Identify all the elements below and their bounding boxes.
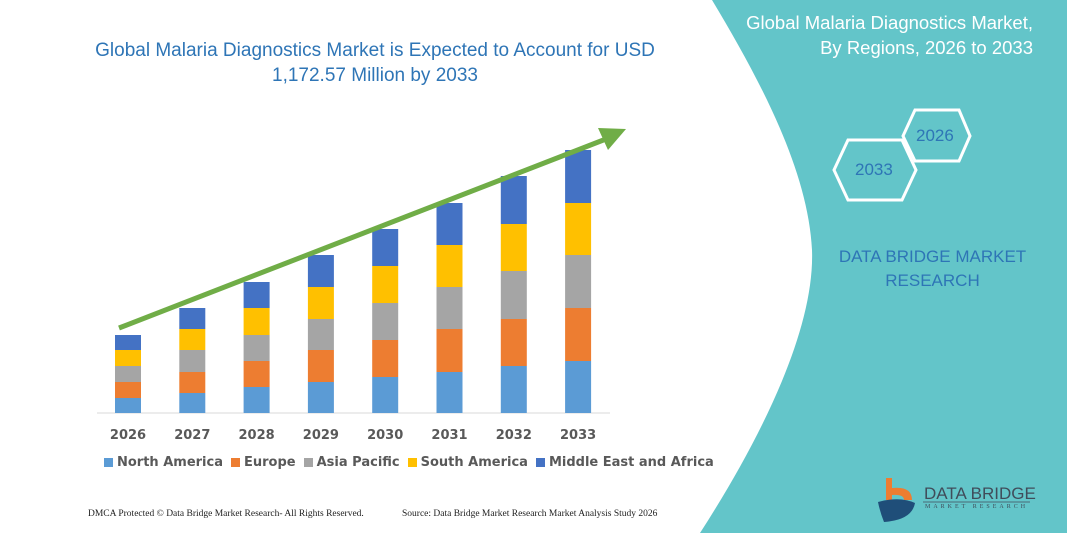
bar-segment-north-america-2029: [307, 382, 334, 413]
bar-segment-asia-pacific-2027: [179, 350, 206, 372]
side-panel: [700, 0, 1067, 533]
legend-item: North America: [104, 455, 223, 470]
x-tick-label: 2033: [560, 428, 596, 443]
legend-swatch: [535, 458, 545, 467]
x-tick-label: 2028: [239, 428, 275, 443]
hexagon-2033: [832, 138, 918, 202]
bar-segment-north-america-2028: [243, 387, 270, 413]
bar-segment-middle-east-and-africa-2032: [500, 176, 527, 224]
legend-item: South America: [407, 455, 528, 470]
x-tick-label: 2030: [367, 428, 403, 443]
bar-segment-south-america-2027: [179, 329, 206, 350]
brand-text: DATA BRIDGE MARKET RESEARCH: [820, 245, 1045, 293]
bar-segment-asia-pacific-2029: [307, 319, 334, 350]
bar-segment-south-america-2026: [115, 350, 141, 366]
bar-segment-europe-2027: [179, 372, 206, 393]
x-tick-label: 2032: [496, 428, 532, 443]
x-tick-label: 2026: [110, 428, 146, 443]
bar-segment-middle-east-and-africa-2029: [307, 255, 334, 287]
bar-segment-south-america-2029: [307, 287, 334, 319]
logo-name: DATA BRIDGE: [924, 484, 1036, 503]
bar-segment-europe-2026: [115, 382, 141, 398]
trend-arrow-head: [598, 128, 626, 150]
bar-segment-south-america-2033: [565, 203, 592, 255]
bar-segment-north-america-2026: [115, 398, 141, 413]
bar-segment-south-america-2028: [243, 308, 270, 335]
x-tick-label: 2031: [431, 428, 467, 443]
side-panel-title: Global Malaria Diagnostics Market, By Re…: [693, 10, 1033, 60]
logo-subtitle: MARKET RESEARCH: [925, 504, 1029, 510]
bar-segment-europe-2032: [500, 319, 527, 366]
trend-arrow-line: [118, 136, 607, 331]
bar-segment-north-america-2031: [436, 372, 463, 413]
side-title-line1: Global Malaria Diagnostics Market,: [746, 12, 1033, 33]
hex-year-2026: 2026: [916, 126, 954, 145]
bar-segment-north-america-2033: [565, 361, 592, 413]
legend-item: Europe: [231, 455, 296, 470]
bar-segment-north-america-2030: [372, 377, 399, 413]
hexagon-2026: [901, 108, 972, 163]
logo-icon: [878, 478, 915, 522]
bar-segment-europe-2030: [372, 340, 399, 377]
hex-year-2033: 2033: [855, 160, 893, 179]
chart-title: Global Malaria Diagnostics Market is Exp…: [95, 40, 655, 86]
brand-line1: DATA BRIDGE MARKET: [838, 247, 1027, 266]
bar-segment-asia-pacific-2026: [115, 366, 141, 382]
bar-segment-asia-pacific-2032: [500, 271, 527, 319]
bar-segment-north-america-2027: [179, 393, 206, 413]
legend-label: South America: [420, 455, 528, 470]
legend-item: Middle East and Africa: [535, 455, 714, 470]
bar-segment-middle-east-and-africa-2027: [179, 308, 206, 329]
legend-label: Europe: [244, 455, 296, 470]
bar-segment-middle-east-and-africa-2028: [243, 282, 270, 308]
bar-segment-middle-east-and-africa-2026: [115, 335, 141, 350]
footer-source: Source: Data Bridge Market Research Mark…: [402, 509, 658, 519]
legend-label: Asia Pacific: [316, 455, 400, 470]
legend: North America Europe Asia Pacific South Ame…: [104, 455, 714, 470]
bar-segment-south-america-2031: [436, 245, 463, 287]
bar-segment-asia-pacific-2030: [372, 303, 399, 340]
bar-segment-north-america-2032: [500, 366, 527, 413]
bar-segment-europe-2028: [243, 361, 270, 387]
bar-segment-europe-2031: [436, 329, 463, 372]
bar-segment-europe-2029: [307, 350, 334, 382]
bar-segment-europe-2033: [565, 308, 592, 361]
footer-copyright: DMCA Protected © Data Bridge Market Rese…: [88, 509, 364, 519]
legend-swatch: [231, 458, 240, 467]
bar-segment-asia-pacific-2031: [436, 287, 463, 329]
x-tick-label: 2029: [303, 428, 339, 443]
legend-label: Middle East and Africa: [548, 455, 714, 470]
bar-segment-middle-east-and-africa-2031: [436, 203, 463, 245]
bar-segment-south-america-2030: [372, 266, 399, 303]
x-tick-label: 2027: [174, 428, 210, 443]
side-title-line2: By Regions, 2026 to 2033: [820, 37, 1033, 58]
bar-segment-middle-east-and-africa-2030: [372, 229, 399, 266]
legend-item: Asia Pacific: [303, 455, 400, 470]
bar-segment-asia-pacific-2028: [243, 335, 270, 361]
bar-segment-asia-pacific-2033: [565, 255, 592, 308]
bar-segment-south-america-2032: [500, 224, 527, 271]
legend-swatch: [407, 458, 417, 467]
legend-label: North America: [117, 455, 223, 470]
legend-swatch: [104, 458, 113, 467]
brand-line2: RESEARCH: [885, 271, 980, 290]
bar-segment-middle-east-and-africa-2033: [565, 150, 592, 203]
legend-swatch: [303, 458, 313, 467]
